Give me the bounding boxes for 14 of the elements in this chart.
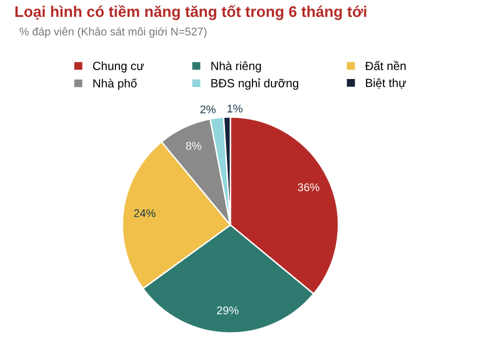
data-label: 2%: [200, 105, 216, 114]
legend-label: Đất nền: [365, 60, 406, 70]
chart-subtitle: % đáp viên (Khảo sát môi giới N=527): [20, 27, 206, 38]
legend-label: Nhà riêng: [211, 61, 261, 72]
legend-label: Chung cư: [93, 61, 144, 72]
legend-label: Biệt thự: [366, 78, 406, 89]
data-label: 36%: [298, 183, 320, 192]
data-label: 8%: [186, 142, 202, 150]
data-label: 29%: [217, 306, 238, 314]
chart-title: Loại hình có tiềm năng tăng tốt trong 6 tháng tới: [15, 5, 366, 20]
legend-label: Nhà phố: [93, 78, 137, 90]
data-label: 1%: [228, 104, 242, 112]
legend-label: BĐS nghỉ dưỡng: [211, 78, 298, 90]
data-label: 24%: [134, 209, 156, 218]
